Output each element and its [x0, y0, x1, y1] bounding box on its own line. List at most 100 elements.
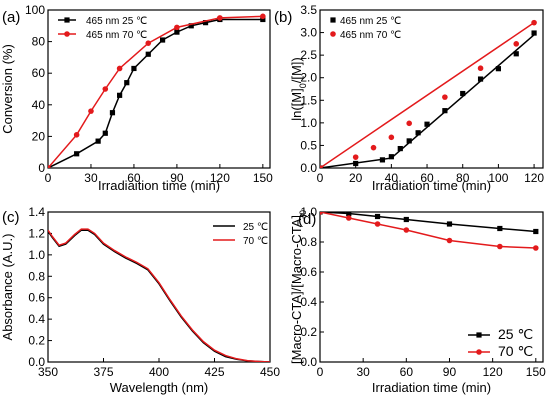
x-tick-label: 60: [400, 365, 414, 379]
y-tick-label: 0.0: [28, 355, 45, 369]
plot-frame: [47, 211, 271, 363]
y-tick-label: 0.0: [300, 355, 317, 369]
series-2-point: [533, 245, 539, 251]
y-tick-label: 1.0: [300, 205, 317, 219]
series-1-point: [202, 20, 209, 26]
y-tick-label: 0.6: [28, 291, 45, 305]
series-2-point: [497, 243, 503, 250]
y-axis-label: Absorbance (A.U.): [0, 234, 15, 341]
series-2-point: [145, 40, 152, 46]
legend-entry: 465 nm 25 ℃: [340, 16, 401, 27]
series-2-point: [116, 65, 123, 72]
panel-3: 350 375 400 425 450 0.0 0.2 0.4 0.6 0.8 1.0 1.2 1.4 (…: [0, 205, 280, 395]
x-tick-label: 60: [420, 171, 434, 185]
y-tick-label: 80: [32, 35, 46, 49]
series-1-point: [74, 151, 80, 157]
series-1-point: [477, 76, 484, 82]
y-tick-label: 0.0: [300, 161, 317, 175]
series-1-point: [531, 30, 537, 36]
series-2-point: [406, 120, 413, 127]
x-tick-label: 0: [317, 171, 324, 185]
series-2-point: [388, 134, 395, 141]
series-1-point: [145, 51, 151, 57]
x-tick-label: 0: [317, 365, 324, 379]
y-label-part: [Macro-CTA]/[Macro-CTA]: [289, 215, 304, 364]
series-1-point: [415, 130, 421, 136]
series-2-point: [442, 94, 448, 100]
legend-entry: 70 ℃: [243, 236, 268, 247]
series-2-point: [477, 65, 484, 72]
x-tick-label: 120: [210, 171, 230, 185]
x-tick-label: 90: [443, 365, 457, 379]
x-tick-label: 450: [260, 365, 280, 379]
y-tick-label: 100: [25, 3, 45, 17]
y-tick-label: 0.4: [28, 312, 45, 326]
series-2-point: [102, 86, 109, 92]
panel-1: 0 30 60 90 120 150 0 20 40 60 80 100 (a) Irradiaition…: [0, 3, 273, 193]
series-1-point: [131, 65, 137, 72]
series-2-line: [48, 15, 263, 168]
x-tick-label: 20: [349, 171, 363, 185]
series-1-point: [117, 92, 123, 98]
x-axis-label: Irradiation time (min): [372, 178, 491, 193]
x-tick-label: 100: [488, 171, 508, 185]
series-1-point: [533, 228, 539, 235]
plot-area: [320, 212, 539, 251]
y-tick-label: 0.8: [300, 235, 317, 249]
legend-marker: [64, 31, 70, 37]
legend-marker: [476, 349, 482, 355]
x-axis-label: Irradiaition time (min): [98, 178, 220, 193]
panel-2: 0 20 40 60 80 100 120 0.0 0.5 1.0 1.5 2.0 2.5 3.0 3.5 (…: [274, 3, 544, 193]
x-tick-label: 350: [38, 365, 58, 379]
x-tick-label: 120: [524, 171, 544, 185]
x-tick-label: 120: [483, 365, 503, 379]
y-tick-label: 0.8: [28, 269, 45, 283]
series-2-point: [374, 221, 381, 227]
series-2-point: [370, 144, 377, 151]
series-1-point: [95, 138, 101, 144]
panel-4: 0 30 60 90 120 150 0.0 0.2 0.4 0.6 0.8 1.0(d) Irradi…: [289, 205, 546, 395]
series-2-point: [403, 227, 410, 233]
x-tick-label: 60: [127, 171, 141, 185]
panel-label: (a): [2, 9, 20, 26]
y-tick-label: 0.5: [300, 138, 317, 152]
series-2-point: [352, 154, 359, 160]
series-1-point: [403, 216, 409, 223]
y-tick-label: 1.5: [300, 93, 317, 107]
panel-label: (c): [2, 209, 20, 226]
series-1-point: [260, 16, 266, 23]
legend-marker: [64, 17, 70, 23]
y-tick-label: 40: [32, 98, 46, 112]
y-tick-label: 0: [38, 161, 45, 175]
plot-frame: [319, 9, 544, 169]
x-tick-label: 80: [456, 171, 470, 185]
series-2-point: [320, 212, 323, 215]
legend-marker: [476, 332, 482, 338]
series-1-point: [442, 108, 448, 114]
legend-entry: 70 ℃: [498, 343, 533, 359]
series-1-point: [495, 66, 501, 72]
y-tick-label: 3.5: [300, 3, 317, 17]
legend-entry: 465 nm 70 ℃: [340, 30, 401, 41]
y-tick-label: 0.2: [300, 325, 317, 339]
y-tick-label: 0.4: [300, 295, 317, 309]
series-1-point: [424, 121, 430, 127]
plot-area: [320, 19, 537, 168]
y-tick-label: 2.5: [300, 48, 317, 62]
series-2-point: [320, 165, 323, 168]
series-1-point: [346, 212, 352, 217]
x-tick-label: 400: [149, 365, 169, 379]
x-tick-label: 30: [84, 171, 98, 185]
y-tick-label: 1.4: [28, 205, 45, 219]
x-tick-label: 425: [204, 365, 224, 379]
series-2-line: [48, 228, 270, 362]
legend-marker: [330, 31, 336, 37]
series-1-point: [446, 221, 453, 227]
series-2-point: [174, 24, 180, 31]
legend-entry: 25 ℃: [498, 326, 533, 342]
y-label-part: /[M]): [289, 57, 304, 83]
legend-entry: 25 ℃: [243, 222, 268, 233]
series-1-point: [374, 213, 381, 220]
series-1-point: [353, 160, 359, 167]
